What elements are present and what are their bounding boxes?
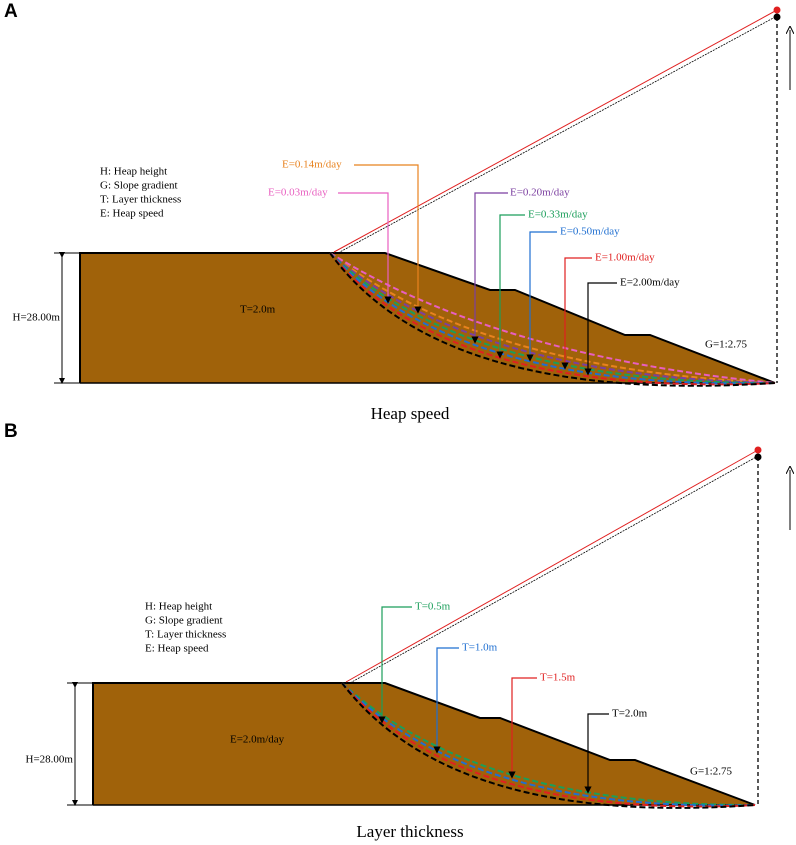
panel-label: A (4, 1, 18, 22)
legend-item: H: Heap height (145, 601, 212, 613)
black-dot (754, 453, 762, 461)
caption: Heap speed (371, 404, 450, 423)
slip-curve (341, 682, 756, 809)
leader (433, 647, 459, 754)
leader (378, 606, 412, 724)
slope-label: G=1:2.75 (690, 766, 732, 778)
curve-label: T=1.5m (540, 672, 576, 684)
slip-curve (329, 252, 776, 387)
leader (526, 231, 557, 362)
leader (354, 164, 422, 314)
legend-item: G: Slope gradient (145, 615, 223, 627)
legend-item: T: Layer thickness (145, 629, 226, 641)
slip-curve (329, 252, 776, 384)
leader (496, 214, 525, 359)
incline-red (345, 449, 759, 683)
curve-label: T=2.0m (612, 708, 648, 720)
curve-label: T=0.5m (415, 601, 451, 613)
leader (471, 192, 508, 344)
slip-curve (329, 252, 776, 384)
leader (561, 257, 592, 370)
leader (338, 192, 392, 304)
incline-black (337, 15, 778, 254)
slip-curve (329, 252, 776, 385)
slip-curve (341, 682, 756, 808)
panel-label: B (4, 421, 18, 442)
inner-label: T=2.0m (240, 304, 276, 316)
slip-curve (341, 682, 756, 807)
height-label: H=28.00m (26, 754, 74, 766)
heap-outline (79, 252, 776, 384)
curve-label: E=0.50m/day (560, 226, 620, 238)
caption: Layer thickness (356, 822, 463, 841)
legend-item: H: Heap height (100, 166, 167, 178)
legend-item: G: Slope gradient (100, 180, 178, 192)
black-dot (773, 13, 781, 21)
legend-item: E: Heap speed (145, 643, 209, 655)
red-dot (754, 446, 762, 454)
incline-black (349, 455, 759, 684)
legend-item: T: Layer thickness (100, 194, 181, 206)
curve-label: E=0.20m/day (510, 187, 570, 199)
height-label: H=28.00m (13, 312, 61, 324)
curve-label: E=0.03m/day (268, 187, 328, 199)
leader (584, 282, 617, 376)
curve-label: E=1.00m/day (595, 252, 655, 264)
legend-item: E: Heap speed (100, 208, 164, 220)
curve-label: T=1.0m (462, 642, 498, 654)
slope-label: G=1:2.75 (705, 339, 747, 351)
leader (508, 677, 537, 779)
red-dot (773, 6, 781, 14)
heap-outline (92, 682, 756, 806)
inner-label: E=2.0m/day (230, 734, 285, 746)
curve-label: E=0.33m/day (528, 209, 588, 221)
curve-label: E=0.14m/day (282, 159, 342, 171)
heap (80, 253, 775, 383)
curve-label: E=2.00m/day (620, 277, 680, 289)
incline-red (333, 9, 778, 253)
slip-curve (341, 682, 756, 807)
leader (584, 713, 609, 794)
